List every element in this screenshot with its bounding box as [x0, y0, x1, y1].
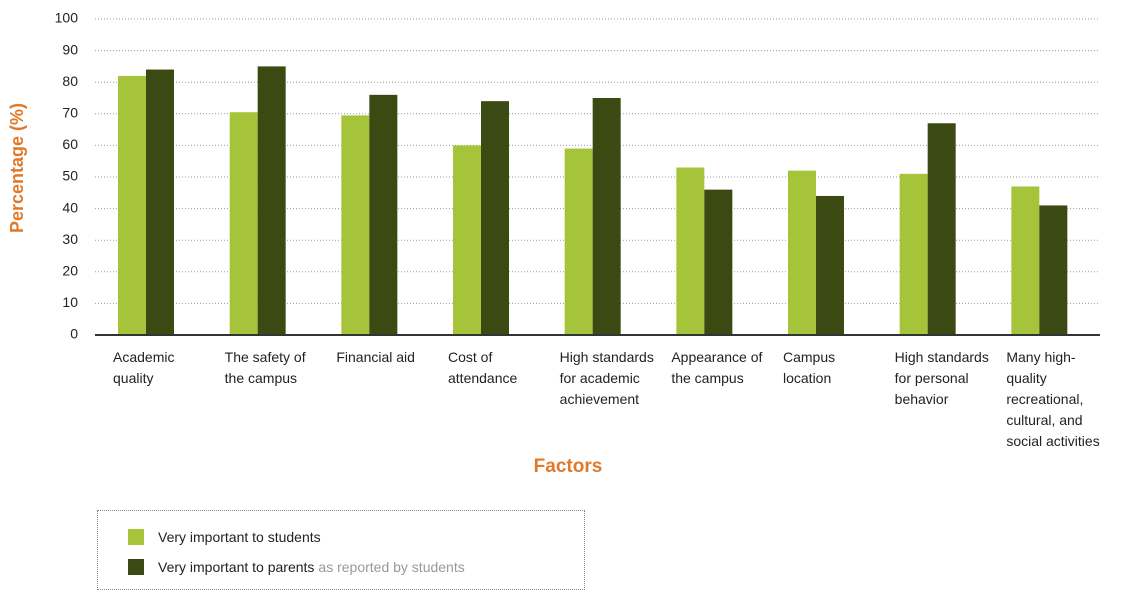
bar — [453, 145, 481, 335]
bar — [257, 66, 286, 336]
x-tick-label: Financial aid — [336, 349, 415, 365]
legend-item: Very important to students — [128, 529, 321, 545]
y-tick-label: 30 — [62, 231, 78, 247]
bar — [564, 148, 593, 335]
bar — [118, 75, 146, 335]
legend-swatch — [128, 529, 144, 545]
bar — [704, 189, 733, 335]
y-tick-label: 60 — [62, 136, 78, 152]
bar — [369, 94, 398, 335]
x-tick-label: Campus location — [783, 349, 836, 386]
legend-label: Very important to students — [158, 529, 321, 545]
legend: Very important to students Very important… — [97, 510, 585, 590]
legend-item: Very important to parents as reported by … — [128, 559, 465, 575]
bar — [899, 173, 928, 335]
bar — [676, 167, 705, 335]
x-tick-label: High standards for personal behavior — [894, 349, 989, 407]
chart: Percentage (%) Factors 0 10 20 30 40 50 60 70 80… — [7, 10, 1100, 477]
bar — [816, 195, 844, 335]
bar — [592, 98, 621, 335]
x-tick-label: Appearance of the campus — [671, 349, 763, 386]
bar — [229, 112, 258, 335]
bar — [341, 115, 370, 335]
x-tick-label: Academic quality — [113, 349, 175, 386]
y-tick-label: 80 — [62, 73, 78, 89]
x-tick-label: The safety of the campus — [224, 349, 306, 386]
bar — [146, 69, 174, 335]
y-tick-label: 10 — [62, 294, 78, 310]
x-axis-label: Factors — [534, 456, 603, 477]
bar — [1011, 186, 1040, 335]
y-tick-label: 70 — [62, 105, 78, 121]
x-tick-label: High standards for academic achievement — [559, 349, 654, 407]
bar — [927, 123, 956, 335]
bar — [1039, 205, 1068, 335]
y-tick-label: 100 — [55, 10, 79, 26]
y-tick-label: 0 — [70, 326, 78, 342]
bar — [788, 170, 816, 335]
legend-note: as reported by students — [318, 559, 465, 575]
legend-swatch — [128, 559, 144, 575]
y-tick-label: 40 — [62, 199, 78, 215]
bar — [481, 101, 509, 335]
y-tick-label: 20 — [62, 263, 78, 279]
legend-label: Very important to parents — [158, 559, 315, 575]
x-tick-label: Cost of attendance — [448, 349, 518, 386]
y-axis-label: Percentage (%) — [7, 103, 27, 233]
x-tick-label: Many high-quality recreational, cultural… — [1006, 349, 1100, 449]
y-tick-label: 90 — [62, 41, 78, 57]
y-tick-label: 50 — [62, 168, 78, 184]
